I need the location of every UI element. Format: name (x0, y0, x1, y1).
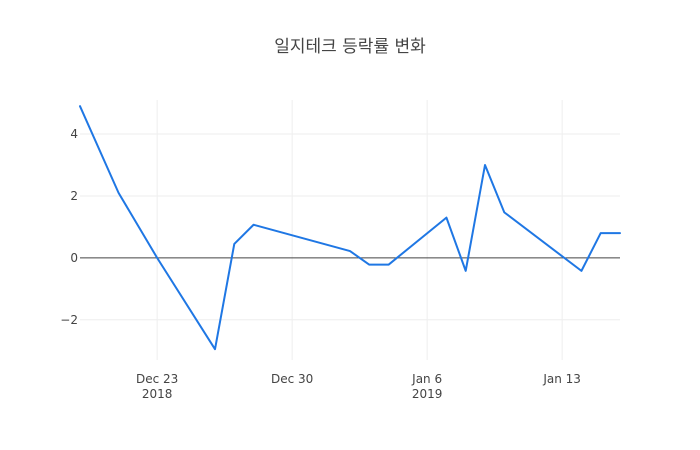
x-tick-label: Jan 13 (542, 372, 581, 386)
x-tick-year-label: 2019 (412, 387, 443, 401)
chart-title: 일지테크 등락률 변화 (274, 37, 426, 57)
x-tick-label: Jan 6 (411, 372, 442, 386)
y-tick-label: 4 (70, 127, 78, 141)
x-tick-label: Dec 23 (136, 372, 178, 386)
x-tick-year-label: 2018 (142, 387, 173, 401)
y-tick-label: 2 (70, 189, 78, 203)
y-tick-label: −2 (60, 313, 78, 327)
y-tick-label: 0 (70, 251, 78, 265)
series-line (79, 105, 621, 351)
x-tick-label: Dec 30 (271, 372, 313, 386)
